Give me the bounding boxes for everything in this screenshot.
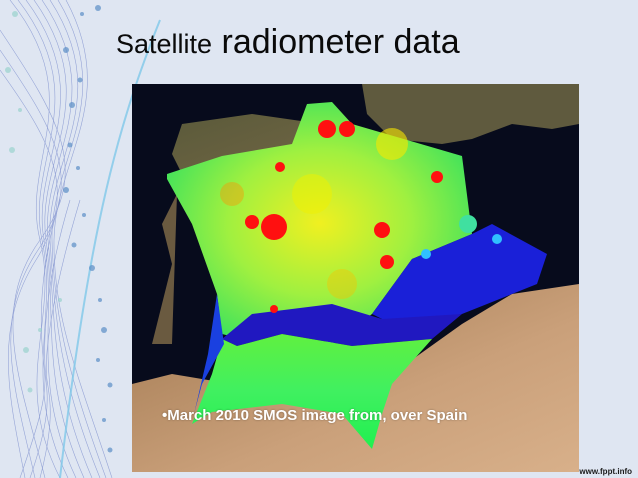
smos-satellite-image: •March 2010 SMOS image from, over Spain [132, 84, 579, 472]
wave-decoration [0, 0, 161, 478]
slide-title: Satellite radiometer data [116, 20, 460, 66]
title-prefix: Satellite [116, 29, 213, 59]
map-illustration [132, 84, 579, 472]
figure-caption: •March 2010 SMOS image from, over Spain [162, 407, 468, 424]
title-rest: radiometer data [221, 23, 460, 61]
watermark: www.fppt.info [579, 467, 632, 476]
